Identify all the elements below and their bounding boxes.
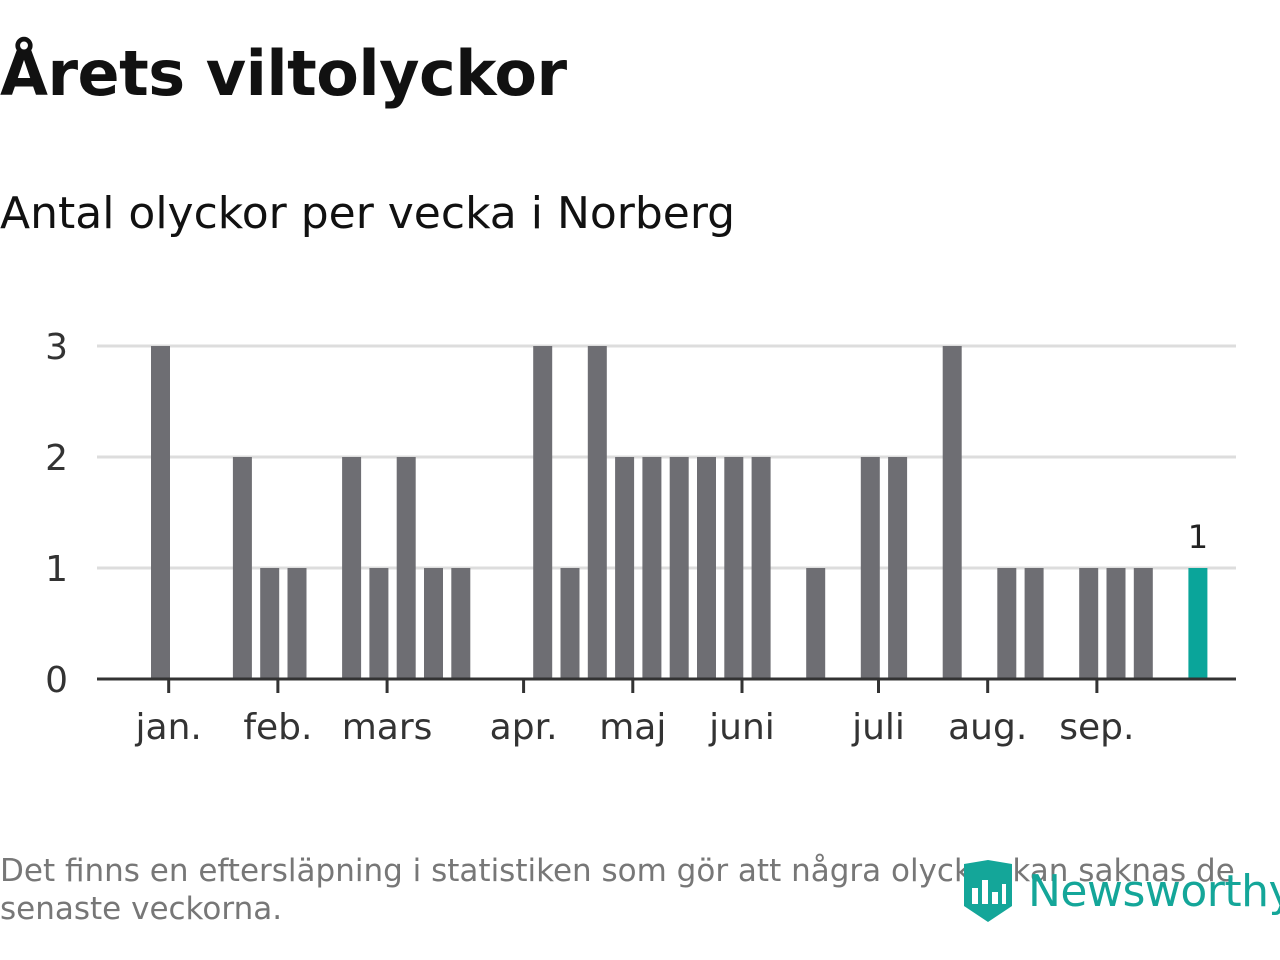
chart-title: Årets viltolyckor bbox=[0, 37, 567, 110]
bar: v. 27: 2 bbox=[860, 457, 880, 679]
x-tick-label: apr. bbox=[490, 707, 558, 748]
newsworthy-logo-icon bbox=[964, 860, 1012, 922]
bar: v. 16: 1 bbox=[560, 568, 580, 679]
y-axis: 0 1 2 3 bbox=[45, 327, 68, 701]
y-tick-label: 1 bbox=[45, 549, 68, 590]
bar-highlight: v. 39: 1 bbox=[1188, 568, 1208, 679]
bar: v. 8: 2 bbox=[342, 457, 362, 679]
y-tick-label: 3 bbox=[45, 327, 68, 368]
bar: v. 35: 1 bbox=[1079, 568, 1099, 679]
bar: v. 15: 3 bbox=[533, 346, 553, 679]
newsworthy-logo[interactable]: Newsworthy bbox=[962, 858, 1280, 924]
x-tick-label: aug. bbox=[948, 707, 1027, 748]
x-axis: jan. feb. mars apr. maj juni juli aug. sep. bbox=[97, 677, 1236, 748]
bar: v. 4: 2 bbox=[232, 457, 252, 679]
bar: v. 28: 2 bbox=[888, 457, 908, 679]
bar: v. 5: 1 bbox=[260, 568, 280, 679]
footnote: Det finns en eftersläpning i statistiken… bbox=[0, 853, 1235, 927]
x-tick-label: jan. bbox=[135, 707, 202, 748]
x-tick-label: feb. bbox=[243, 707, 312, 748]
x-tick-label: sep. bbox=[1059, 707, 1134, 748]
bar: v. 21: 2 bbox=[697, 457, 716, 679]
x-tick-label: juli bbox=[851, 707, 905, 748]
y-tick-label: 0 bbox=[45, 660, 68, 701]
bar: v. 10: 2 bbox=[396, 457, 416, 679]
bar: v. 32: 1 bbox=[997, 568, 1017, 679]
chart-subtitle: Antal olyckor per vecka i Norberg bbox=[0, 188, 736, 239]
bar: v. 33: 1 bbox=[1024, 568, 1044, 679]
logo-text: Newsworthy bbox=[1028, 865, 1280, 917]
grid-lines bbox=[97, 344, 1236, 570]
bar: v. 17: 3 bbox=[587, 346, 607, 679]
bar: v. 22: 2 bbox=[724, 457, 744, 679]
x-tick-label: maj bbox=[599, 707, 666, 748]
x-tick-label: mars bbox=[342, 707, 433, 748]
y-tick-label: 2 bbox=[45, 438, 68, 479]
highlight-value-label: 1 bbox=[1188, 518, 1208, 556]
bar: v. 23: 2 bbox=[751, 457, 771, 679]
bar: v. 36: 1 bbox=[1106, 568, 1126, 679]
bar: v. 19: 2 bbox=[642, 457, 662, 679]
bar: v. 12: 1 bbox=[451, 568, 471, 679]
bar: v. 18: 2 bbox=[615, 457, 635, 679]
bar: v. 30: 3 bbox=[942, 346, 962, 679]
bar: v. 37: 1 bbox=[1133, 568, 1153, 679]
annotations: 1 bbox=[1188, 518, 1208, 556]
bar-chart: 0 1 2 3 v. 1: 3 v. 4: 2 v. 5: 1 v. 6: 1 v. 8: 2… bbox=[45, 327, 1236, 748]
bars: v. 1: 3 v. 4: 2 v. 5: 1 v. 6: 1 v. 8: 2 v. 9:… bbox=[151, 346, 1208, 679]
bar: v. 1: 3 bbox=[151, 346, 170, 679]
bar: v. 6: 1 bbox=[287, 568, 307, 679]
bar: v. 11: 1 bbox=[424, 568, 443, 679]
bar: v. 20: 2 bbox=[669, 457, 689, 679]
x-tick-label: juni bbox=[708, 707, 775, 748]
bar: v. 25: 1 bbox=[806, 568, 826, 679]
bar: v. 9: 1 bbox=[369, 568, 389, 679]
